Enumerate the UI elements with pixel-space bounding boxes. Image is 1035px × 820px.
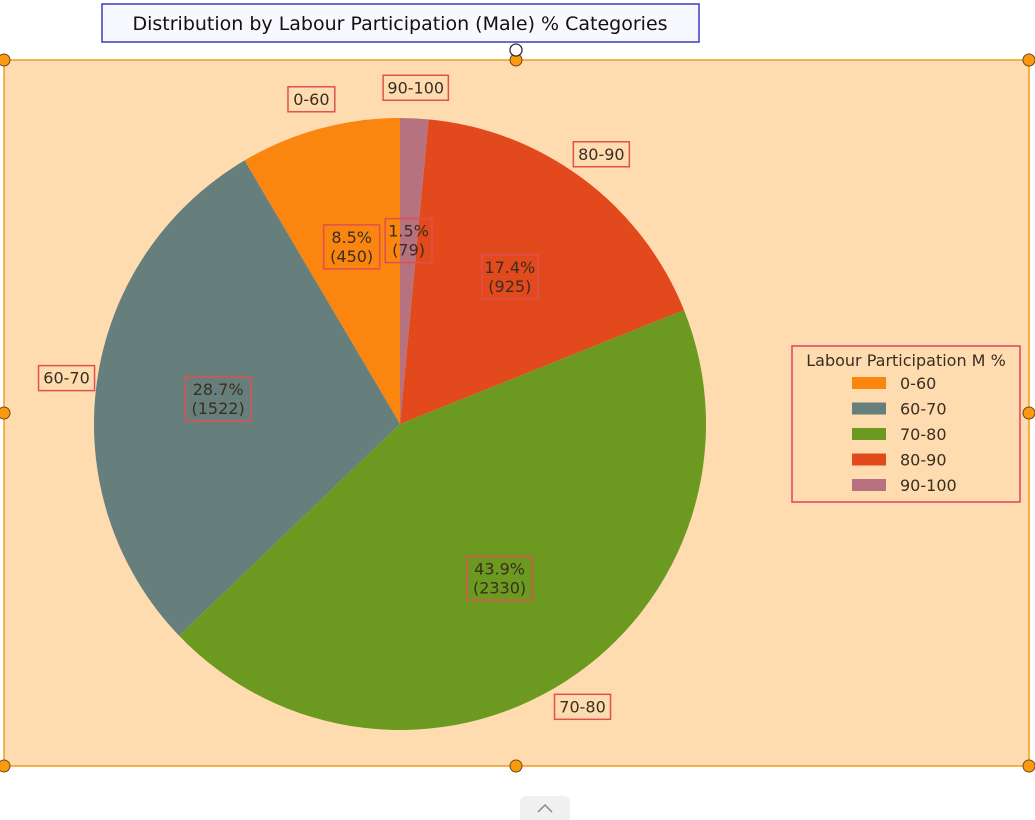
slice-category-label-60-70[interactable]: 60-70 bbox=[37, 364, 96, 392]
pie-slice-90-100[interactable] bbox=[400, 118, 429, 424]
legend-label: 70-80 bbox=[900, 425, 947, 444]
slice-value-label-60-70-line: 28.7% bbox=[193, 380, 244, 399]
slice-value-label-70-80-line: 43.9% bbox=[474, 559, 525, 578]
pie-slice-0-60[interactable] bbox=[244, 118, 400, 424]
chart-title-box[interactable]: Distribution by Labour Participation (Ma… bbox=[101, 3, 700, 43]
slice-value-label-60-70[interactable]: 28.7%(1522) bbox=[184, 376, 252, 422]
legend-swatch bbox=[852, 377, 886, 389]
slice-value-label-80-90-line: 17.4% bbox=[484, 258, 535, 277]
slice-category-label-70-80[interactable]: 70-80 bbox=[553, 693, 612, 721]
legend-item-60-70[interactable]: 60-70 bbox=[852, 400, 947, 419]
slice-category-label-0-60[interactable]: 0-60 bbox=[287, 86, 336, 113]
slice-category-label-90-100-line: 90-100 bbox=[387, 78, 444, 97]
pie-slice-60-70[interactable] bbox=[93, 160, 400, 636]
legend-swatch bbox=[852, 453, 886, 466]
slice-value-label-0-60-line: (450) bbox=[330, 247, 373, 266]
legend-item-90-100[interactable]: 90-100 bbox=[852, 476, 957, 495]
resize-handle[interactable] bbox=[1022, 759, 1035, 773]
resize-handle[interactable] bbox=[1022, 53, 1035, 67]
slice-value-label-90-100-line: 1.5% bbox=[388, 222, 429, 241]
slice-category-label-80-90-line: 80-90 bbox=[578, 145, 625, 164]
pie-slice-70-80[interactable] bbox=[179, 309, 706, 730]
slice-value-label-70-80[interactable]: 43.9%(2330) bbox=[466, 555, 533, 602]
legend-label: 90-100 bbox=[900, 476, 957, 495]
slice-value-labels: 8.5%(450) 28.7%(1522) 43.9%(2330) 17.4%(925… bbox=[184, 217, 539, 602]
slice-value-label-0-60[interactable]: 8.5%(450) bbox=[322, 224, 381, 270]
slice-category-label-70-80-line: 70-80 bbox=[559, 697, 606, 716]
slice-category-label-0-60-line: 0-60 bbox=[293, 90, 329, 109]
pie bbox=[93, 118, 706, 730]
expand-panel-button[interactable] bbox=[520, 796, 570, 820]
resize-handle[interactable] bbox=[0, 759, 11, 773]
selection-handles[interactable] bbox=[0, 53, 1035, 773]
slice-category-label-80-90[interactable]: 80-90 bbox=[572, 141, 631, 168]
slice-value-label-80-90-line: (925) bbox=[488, 277, 531, 296]
legend-title: Labour Participation M % bbox=[806, 351, 1006, 370]
legend-item-70-80[interactable]: 70-80 bbox=[852, 425, 947, 444]
slice-category-label-60-70-line: 60-70 bbox=[43, 369, 90, 388]
slice-category-labels: 0-60 60-70 70-80 80-90 90-100 bbox=[37, 74, 631, 721]
slice-value-label-80-90[interactable]: 17.4%(925) bbox=[481, 254, 539, 300]
slice-category-label-90-100[interactable]: 90-100 bbox=[382, 74, 450, 102]
legend-swatch bbox=[852, 479, 886, 491]
legend-item-0-60[interactable]: 0-60 bbox=[852, 374, 936, 393]
slice-value-label-70-80-line: (2330) bbox=[473, 578, 526, 597]
resize-handle[interactable] bbox=[509, 759, 523, 773]
pie-slice-80-90[interactable] bbox=[400, 119, 684, 424]
chevron-up-icon bbox=[537, 803, 553, 813]
resize-handle[interactable] bbox=[0, 53, 11, 67]
legend-swatch bbox=[852, 428, 886, 440]
chart-title: Distribution by Labour Participation (Ma… bbox=[132, 13, 667, 35]
slice-value-label-0-60-line: 8.5% bbox=[331, 228, 372, 247]
resize-handle[interactable] bbox=[0, 406, 11, 420]
legend-label: 60-70 bbox=[900, 400, 947, 419]
slice-value-label-60-70-line: (1522) bbox=[192, 399, 245, 418]
slice-value-label-90-100-line: (79) bbox=[392, 241, 425, 260]
legend-box bbox=[791, 345, 1021, 503]
legend-label: 0-60 bbox=[900, 374, 936, 393]
legend[interactable]: Labour Participation M % 0-60 60-70 70-80 8… bbox=[791, 345, 1021, 503]
resize-handle[interactable] bbox=[1022, 406, 1035, 420]
legend-swatch bbox=[852, 402, 886, 415]
rotate-handle[interactable] bbox=[509, 43, 523, 57]
legend-item-80-90[interactable]: 80-90 bbox=[852, 451, 947, 470]
legend-label: 80-90 bbox=[900, 451, 947, 470]
slice-value-label-90-100[interactable]: 1.5%(79) bbox=[384, 217, 433, 264]
